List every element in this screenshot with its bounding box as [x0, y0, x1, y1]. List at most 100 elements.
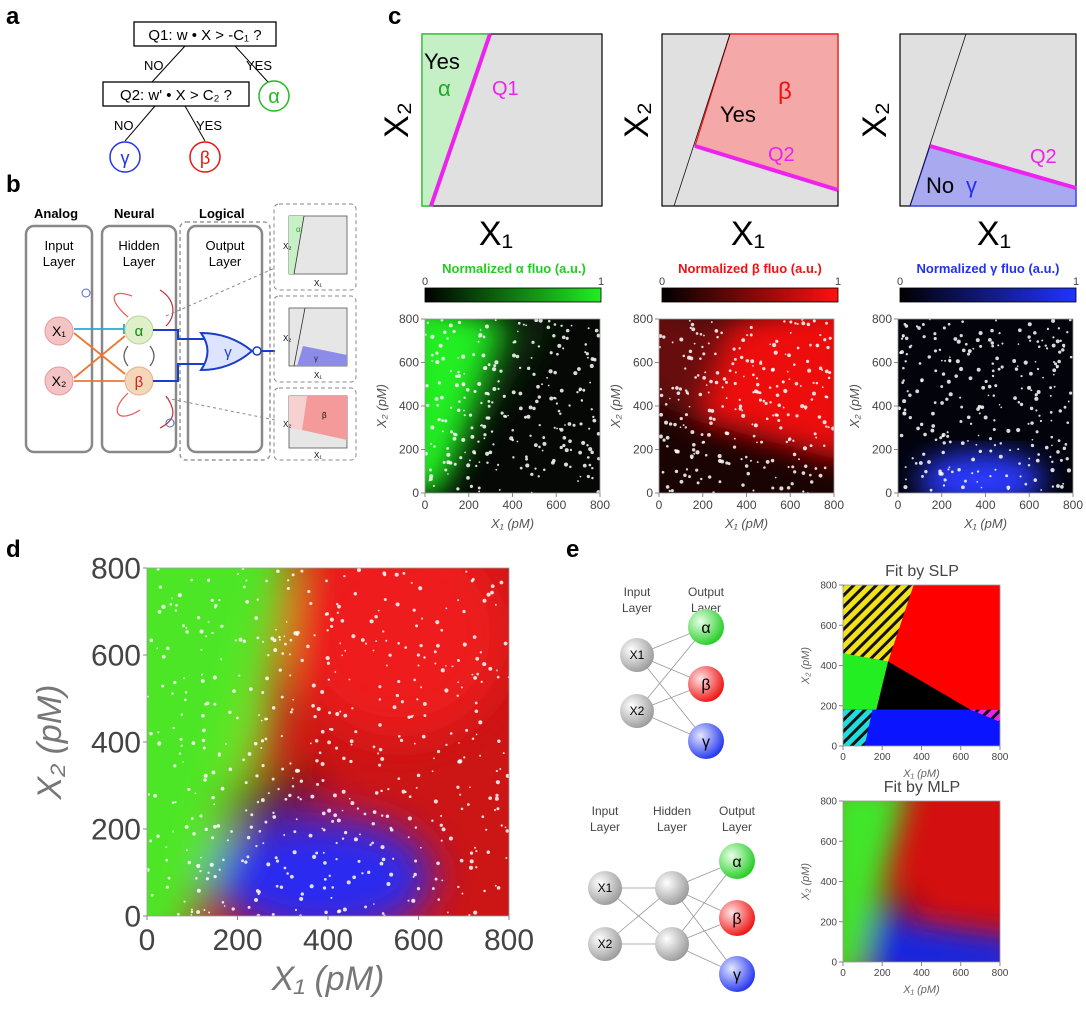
scatter-gap	[256, 598, 259, 601]
scatter-gap	[678, 387, 682, 391]
scatter-gap	[150, 893, 154, 897]
scatter-gap	[688, 319, 691, 322]
scatter-gap	[674, 449, 677, 452]
scatter-speckle	[898, 319, 1073, 492]
beta-yes-label: Yes	[720, 102, 756, 127]
scatter-gap	[903, 408, 907, 412]
slp-fit-plot: 0 200 400 600 800 0 200 400 600 800 X₁ (pM) X₂ (pM)	[800, 581, 1009, 781]
scatter-gap	[220, 624, 224, 628]
q1-yes-label: YES	[246, 58, 272, 73]
scatter-gap	[665, 485, 670, 489]
scatter-gap	[779, 426, 783, 430]
scatter-gap	[213, 702, 217, 706]
scatter-gap	[402, 571, 406, 575]
scatter-gap	[492, 367, 497, 372]
scatter-gap	[238, 674, 241, 677]
scatter-gap	[262, 640, 265, 643]
scatter-gap	[796, 322, 799, 326]
q1-yes-edge	[234, 45, 269, 83]
scatter-gap	[715, 371, 720, 375]
y-tick-label: 600	[872, 356, 892, 370]
scatter-gap	[438, 343, 443, 348]
scatter-gap	[381, 912, 385, 915]
scatter-gap	[361, 872, 364, 875]
scatter-gap	[741, 409, 744, 412]
scatter-gap	[200, 856, 202, 859]
scatter-gap	[330, 728, 334, 732]
scatter-gap	[710, 321, 713, 323]
scatter-gap	[1029, 406, 1034, 411]
scatter-gap	[772, 414, 775, 417]
scatter-gap	[717, 454, 722, 459]
slp-x1-node	[620, 638, 654, 672]
scatter-gap	[1060, 484, 1064, 489]
scatter-gap	[441, 430, 444, 433]
scatter-gap	[525, 463, 530, 468]
scatter-gap	[914, 462, 918, 465]
scatter-gap	[733, 381, 737, 386]
scatter-gap	[322, 828, 326, 832]
scatter-gap	[954, 374, 958, 378]
scatter-gap	[825, 425, 828, 428]
scatter-gap	[1029, 371, 1033, 376]
mini-beta-x2: X₂	[283, 420, 291, 429]
scatter-gap	[693, 452, 696, 455]
scatter-gap	[378, 747, 383, 752]
scatter-gap	[496, 669, 498, 672]
scatter-gap	[572, 423, 576, 427]
scatter-gap	[179, 737, 183, 741]
y-tick-label: 0	[124, 901, 141, 934]
scatter-gap	[821, 369, 824, 371]
scatter-gap	[741, 338, 746, 343]
scatter-gap	[378, 723, 382, 727]
scatter-gap	[378, 698, 382, 701]
scatter-gap	[586, 356, 589, 359]
scatter-gap	[421, 734, 426, 739]
scatter-gap	[436, 643, 440, 648]
scatter-gap	[690, 322, 695, 327]
scatter-gap	[307, 589, 311, 594]
scatter-gap	[296, 769, 301, 773]
scatter-gap	[987, 394, 990, 397]
scatter-gap	[441, 879, 444, 882]
scatter-gap	[487, 363, 491, 367]
scatter-gap	[190, 578, 194, 582]
scatter-gap	[696, 481, 700, 485]
scatter-gap	[439, 823, 443, 827]
scatter-gap	[178, 752, 182, 755]
scatter-gap	[244, 860, 248, 864]
scatter-gap	[452, 436, 457, 441]
scatter-gap	[994, 384, 998, 388]
scatter-gap	[978, 449, 983, 454]
scatter-gap	[486, 850, 491, 854]
scatter-gap	[242, 585, 246, 589]
scatter-gap	[793, 470, 797, 474]
scatter-gap	[552, 334, 556, 338]
scatter-gap	[199, 869, 202, 873]
scatter-gap	[468, 413, 473, 417]
scatter-gap	[724, 431, 729, 435]
scatter-gap	[397, 680, 401, 684]
scatter-gap	[342, 756, 346, 761]
scatter-gap	[299, 797, 302, 801]
scatter-gap	[661, 470, 665, 474]
scatter-gap	[786, 370, 789, 373]
scatter-gap	[664, 420, 669, 425]
scatter-gap	[665, 435, 670, 440]
scatter-gap	[578, 450, 582, 455]
scatter-gap	[260, 719, 263, 722]
scatter-gap	[449, 406, 453, 409]
panel-c-label: c	[388, 3, 401, 30]
scatter-gap	[745, 359, 750, 363]
scatter-gap	[1066, 421, 1070, 424]
scatter-gap	[815, 436, 818, 439]
scatter-gap	[383, 598, 387, 601]
scatter-gap	[807, 368, 812, 373]
scatter-gap	[920, 379, 924, 383]
scatter-gap	[364, 905, 368, 909]
scatter-gap	[473, 676, 478, 680]
scatter-gap	[1068, 319, 1072, 322]
scatter-gap	[980, 405, 985, 410]
y-axis-label: X₂ (pM)	[800, 647, 812, 686]
scatter-gap	[782, 406, 785, 409]
